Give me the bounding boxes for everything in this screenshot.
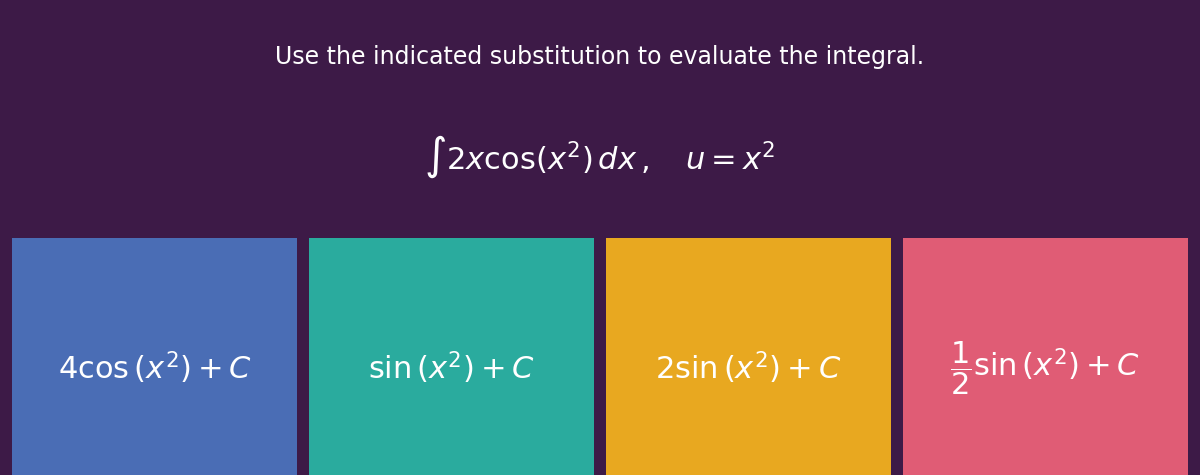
Text: $2\sin\left(x^2\right) + C$: $2\sin\left(x^2\right) + C$ <box>655 350 841 386</box>
FancyBboxPatch shape <box>12 238 298 475</box>
Text: $\dfrac{1}{2}\sin\left(x^2\right) + C$: $\dfrac{1}{2}\sin\left(x^2\right) + C$ <box>950 339 1140 397</box>
Text: $\int 2x\cos(x^2)\,dx\,,\quad u = x^2$: $\int 2x\cos(x^2)\,dx\,,\quad u = x^2$ <box>425 133 775 180</box>
FancyBboxPatch shape <box>310 238 594 475</box>
Text: $\sin\left(x^2\right) + C$: $\sin\left(x^2\right) + C$ <box>368 350 535 386</box>
FancyBboxPatch shape <box>606 238 890 475</box>
Text: Use the indicated substitution to evaluate the integral.: Use the indicated substitution to evalua… <box>276 45 924 69</box>
FancyBboxPatch shape <box>902 238 1188 475</box>
Text: $4\cos\left(x^2\right) + C$: $4\cos\left(x^2\right) + C$ <box>58 350 252 386</box>
